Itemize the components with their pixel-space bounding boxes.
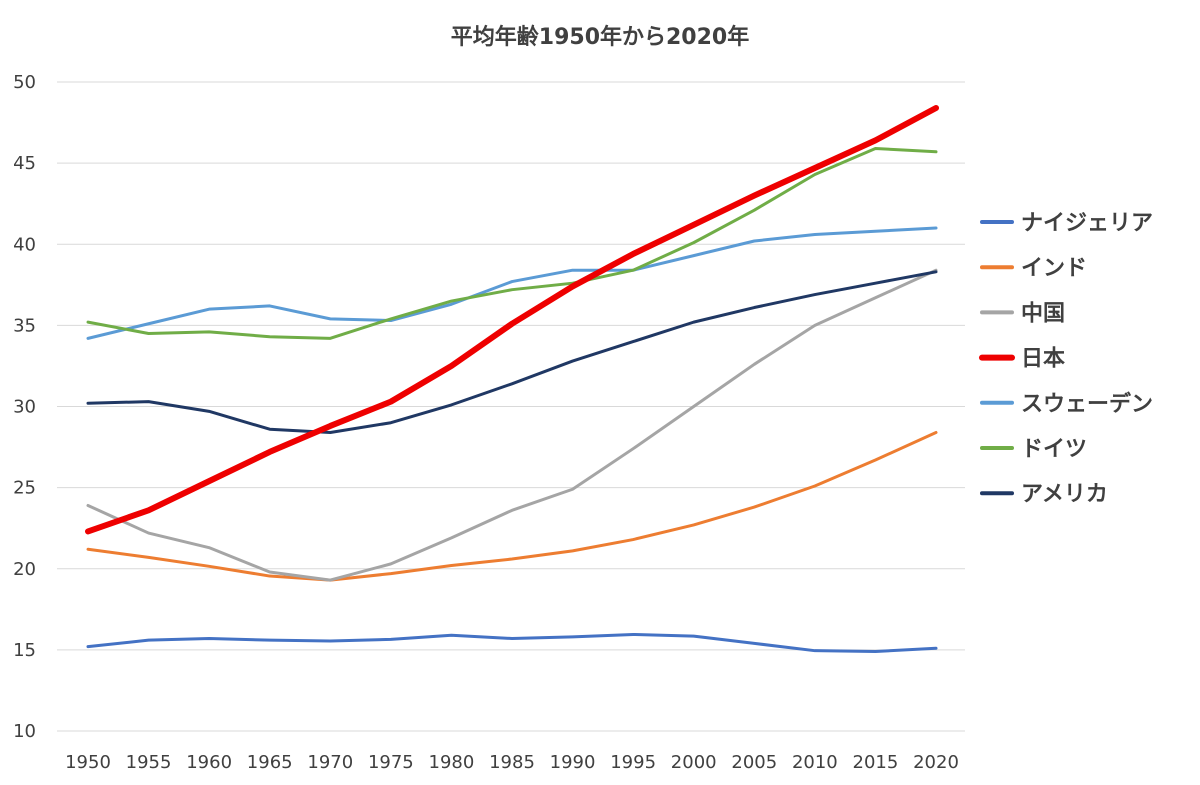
series-line-4: [86, 226, 938, 340]
legend-label: 中国: [1021, 301, 1065, 326]
series-line-6: [86, 270, 938, 434]
legend-label: ナイジェリア: [1021, 211, 1153, 236]
y-tick-label: 10: [13, 721, 36, 742]
series-line-2: [86, 268, 938, 582]
x-tick-label: 1990: [550, 752, 596, 773]
y-tick-label: 45: [13, 153, 36, 174]
legend-label: 日本: [1021, 347, 1065, 372]
x-tick-label: 1955: [126, 752, 172, 773]
x-tick-label: 1975: [368, 752, 414, 773]
x-tick-label: 1965: [247, 752, 293, 773]
x-tick-label: 1995: [610, 752, 656, 773]
series-lines: [85, 104, 939, 653]
legend-label: インド: [1021, 256, 1087, 281]
y-axis-tick-labels: 10 15 20 25 30 35 40 45 50: [13, 72, 36, 742]
x-tick-label: 1980: [429, 752, 475, 773]
y-tick-label: 30: [13, 397, 36, 418]
y-tick-label: 40: [13, 234, 36, 255]
y-tick-label: 25: [13, 478, 36, 499]
x-tick-label: 1985: [489, 752, 535, 773]
x-tick-label: 2015: [853, 752, 899, 773]
series-line-1: [86, 430, 938, 582]
y-tick-label: 35: [13, 315, 36, 336]
x-tick-label: 2010: [792, 752, 838, 773]
legend-label: スウェーデン: [1021, 391, 1153, 417]
y-tick-label: 20: [13, 559, 36, 580]
x-tick-label: 2000: [671, 752, 717, 773]
x-tick-label: 1960: [186, 752, 232, 773]
legend-label: ドイツ: [1021, 437, 1087, 462]
series-line-5: [86, 147, 938, 340]
series-line-3: [85, 104, 939, 535]
x-axis-tick-labels: 1950 1955 1960 1965 1970 1975 1980 1985 1990 1995…: [65, 752, 959, 773]
x-tick-label: 2020: [913, 752, 959, 773]
chart-title: 平均年齢1950年から2020年: [451, 24, 749, 50]
series-line-0: [86, 632, 938, 653]
x-tick-label: 1950: [65, 752, 111, 773]
grid-lines: [57, 81, 965, 732]
legend-label: アメリカ: [1021, 482, 1108, 507]
y-tick-label: 50: [13, 72, 36, 93]
x-tick-label: 2005: [731, 752, 777, 773]
y-tick-label: 15: [13, 640, 36, 661]
x-tick-label: 1970: [307, 752, 353, 773]
